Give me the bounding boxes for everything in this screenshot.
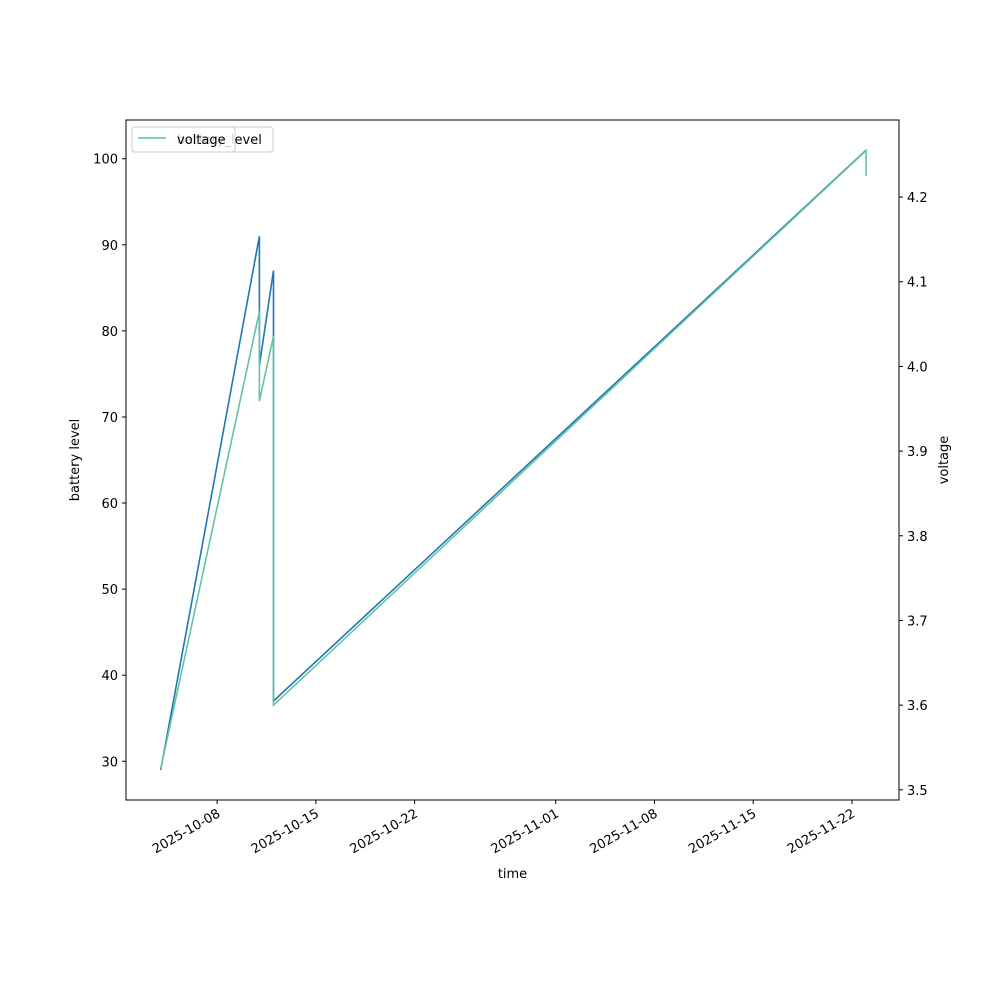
x-tick-label: 2025-11-22	[785, 806, 858, 857]
plot-frame	[125, 119, 900, 801]
y-tick-label: 100	[93, 153, 118, 168]
legend-box	[131, 126, 236, 153]
y-tick-label: 60	[101, 497, 118, 512]
y2-tick-label: 3.9	[907, 445, 928, 460]
y-tick-label: 70	[101, 411, 118, 426]
series-line	[159, 149, 867, 771]
x-tick-label: 2025-10-22	[348, 806, 421, 857]
y-tick-label: 90	[101, 239, 118, 254]
y-tick-label: 40	[101, 669, 118, 684]
y2-tick-label: 4.1	[907, 276, 928, 291]
y2-axis-label: voltage	[937, 436, 952, 485]
y2-tick-label: 3.5	[907, 784, 928, 799]
x-tick-label: 2025-11-08	[588, 806, 661, 857]
y2-tick-label: 3.7	[907, 614, 928, 629]
y2-tick-label: 3.8	[907, 530, 928, 545]
y-tick-label: 80	[101, 325, 118, 340]
legend-label: voltage	[177, 133, 226, 148]
y2-tick-label: 3.6	[907, 699, 928, 714]
y2-tick-label: 4.0	[907, 360, 928, 375]
y-tick-label: 30	[101, 755, 118, 770]
x-tick-label: 2025-11-15	[686, 806, 759, 857]
series-line	[159, 148, 867, 769]
y-axis-label: battery level	[68, 419, 83, 502]
x-tick-label: 2025-11-01	[489, 806, 562, 857]
x-tick-label: 2025-10-08	[150, 806, 223, 857]
y2-tick-label: 4.2	[907, 191, 928, 206]
x-tick-label: 2025-10-15	[249, 806, 322, 857]
x-axis-label: time	[498, 867, 527, 882]
y-tick-label: 50	[101, 583, 118, 598]
